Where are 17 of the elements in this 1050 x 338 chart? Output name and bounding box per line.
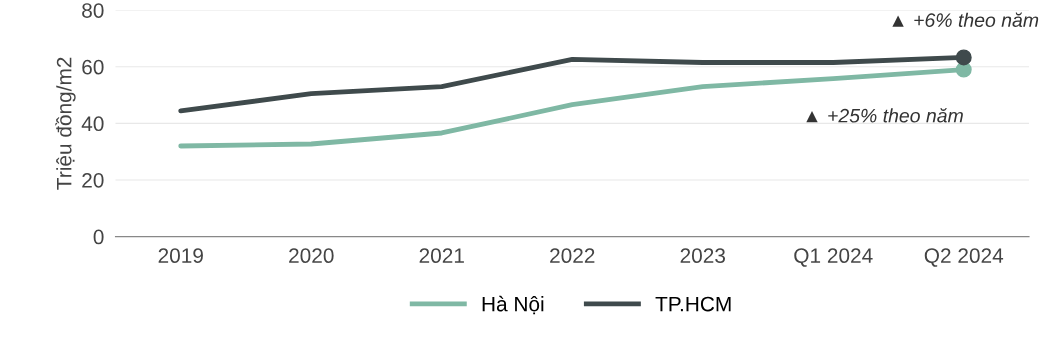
legend-label: TP.HCM — [655, 296, 731, 312]
x-tick-label: 2023 — [680, 248, 726, 264]
x-tick-label: 2021 — [419, 248, 464, 264]
x-tick-label: 2019 — [158, 248, 203, 264]
x-tick-label: Q2 2024 — [924, 248, 1004, 267]
annotation: ▲ +6% theo năm — [892, 12, 1039, 28]
legend-label: Hà Nội — [482, 295, 544, 315]
y-tick-label: 80 — [82, 3, 104, 18]
y-tick-label: 40 — [81, 116, 104, 132]
x-tick-label: Q1 2024 — [794, 248, 873, 267]
y-tick-label: 60 — [82, 59, 104, 75]
y-axis-title: Triệu đồng/m2 — [55, 57, 76, 190]
x-tick-label: 2022 — [550, 248, 595, 264]
annotation: ▲ +25% theo năm — [806, 108, 963, 123]
y-tick-label: 0 — [93, 229, 104, 245]
x-tick-label: 2020 — [289, 248, 334, 264]
y-tick-label: 20 — [82, 172, 104, 188]
